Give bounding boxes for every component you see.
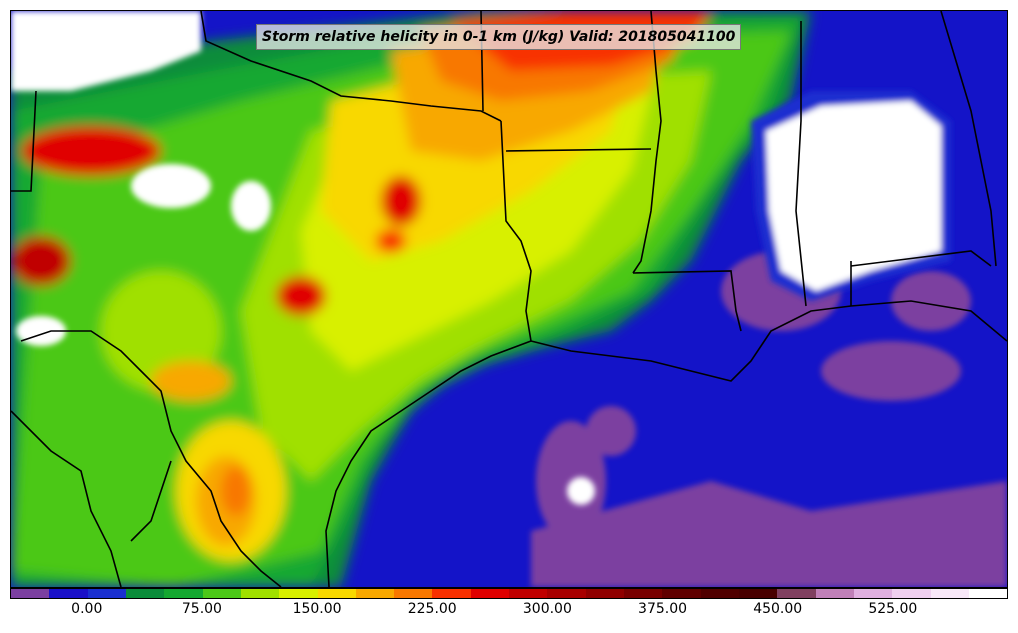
colorbar-segment	[125, 589, 165, 598]
colorbar-tick-label: 75.00	[181, 601, 222, 617]
colorbar-segment	[394, 589, 433, 598]
colorbar-segment	[968, 589, 1008, 598]
colorbar-segment	[930, 589, 969, 598]
map-title: Storm relative helicity in 0-1 km (J/kg)…	[256, 24, 742, 50]
colorbar-segment	[164, 589, 203, 598]
colorbar-segment	[815, 589, 854, 598]
colorbar-segment	[624, 589, 663, 598]
colorbar-segment	[470, 589, 510, 598]
colorbar-segment	[853, 589, 893, 598]
colorbar-segment	[202, 589, 241, 598]
helicity-map	[11, 11, 1007, 587]
colorbar-tick-label: 0.00	[71, 601, 103, 617]
colorbar-segment	[11, 589, 50, 598]
colorbar-segment	[432, 589, 471, 598]
colorbar-tick-label: 225.00	[407, 601, 457, 617]
colorbar-segment	[892, 589, 931, 598]
colorbar-segment	[585, 589, 624, 598]
colorbar-segment	[777, 589, 816, 598]
colorbar	[10, 588, 1008, 599]
colorbar-segment	[547, 589, 586, 598]
colorbar-tick-label: 150.00	[292, 601, 342, 617]
colorbar-segment	[509, 589, 548, 598]
colorbar-segment	[700, 589, 739, 598]
map-panel: Storm relative helicity in 0-1 km (J/kg)…	[10, 10, 1008, 588]
colorbar-segment	[49, 589, 88, 598]
colorbar-segment	[240, 589, 280, 598]
colorbar-segment	[738, 589, 778, 598]
colorbar-ticks: 0.00 75.00 150.00 225.00 300.00 375.00 450.00 5…	[10, 599, 1008, 629]
missing-data-areas	[11, 11, 951, 505]
colorbar-tick-label: 525.00	[868, 601, 918, 617]
colorbar-tick-label: 375.00	[638, 601, 688, 617]
colorbar-segment	[317, 589, 356, 598]
colorbar-segment	[87, 589, 126, 598]
boundaries	[11, 11, 1007, 587]
colorbar-segment	[355, 589, 395, 598]
colorbar-segment	[279, 589, 318, 598]
colorbar-segment	[662, 589, 701, 598]
colorbar-tick-label: 300.00	[522, 601, 572, 617]
colorbar-tick-label: 450.00	[753, 601, 803, 617]
